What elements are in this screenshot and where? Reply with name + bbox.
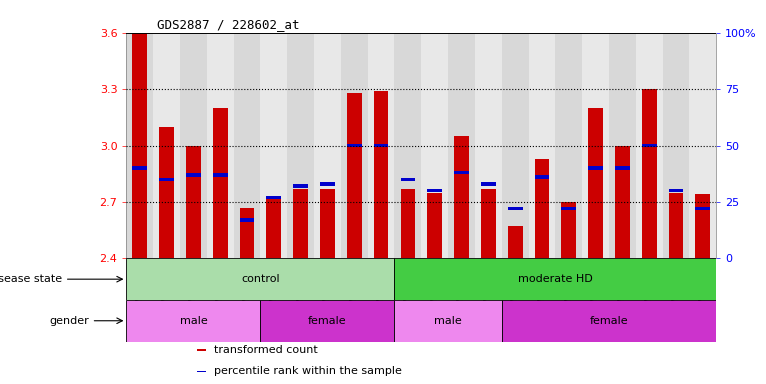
Bar [669,189,683,192]
Bar [663,33,689,258]
Bar [347,144,362,147]
Bar [314,33,341,258]
Bar [642,89,656,258]
Bar [555,33,582,258]
Bar [213,108,228,258]
Bar [240,208,254,258]
Bar [481,182,496,185]
Bar [615,146,630,258]
Bar [133,166,147,170]
Text: disease state: disease state [0,274,62,284]
Bar [394,300,502,341]
Bar [347,93,362,258]
Text: GDS2887 / 228602_at: GDS2887 / 228602_at [157,18,300,31]
Bar [481,189,496,258]
Bar [240,218,254,222]
Bar [260,33,287,258]
Bar [421,33,448,258]
Bar [508,207,522,210]
Bar [588,166,603,170]
Bar [454,136,469,258]
Bar [696,194,710,258]
Bar [267,196,281,199]
Bar [293,184,308,188]
Bar [394,258,716,300]
Bar [126,258,394,300]
Bar [320,189,335,258]
Bar [267,198,281,258]
Bar [153,33,180,258]
Text: female: female [308,316,347,326]
Bar [159,178,174,181]
Bar [454,171,469,174]
Bar [401,189,415,258]
Bar [696,207,710,210]
Text: female: female [590,316,628,326]
Bar [213,173,228,177]
Bar [636,33,663,258]
Bar [234,33,260,258]
Text: control: control [241,274,280,284]
Bar [197,371,205,372]
Text: moderate HD: moderate HD [518,274,593,284]
Bar [394,33,421,258]
Bar [293,189,308,258]
Bar [341,33,368,258]
Bar [615,166,630,170]
Bar [260,300,394,341]
Bar [508,227,522,258]
Bar [159,127,174,258]
Text: male: male [434,316,462,326]
Bar [186,173,201,177]
Bar [588,108,603,258]
Bar [448,33,475,258]
Bar [427,189,442,192]
Bar [368,33,394,258]
Bar [502,300,716,341]
Bar [609,33,636,258]
Bar [502,33,529,258]
Bar [582,33,609,258]
Bar [133,33,147,258]
Bar [561,207,576,210]
Bar [180,33,207,258]
Bar [126,300,260,341]
Bar [669,192,683,258]
Bar [529,33,555,258]
Text: percentile rank within the sample: percentile rank within the sample [214,366,401,376]
Bar [642,144,656,147]
Bar [427,192,442,258]
Bar [475,33,502,258]
Bar [374,91,388,258]
Text: gender: gender [49,316,89,326]
Bar [207,33,234,258]
Bar [374,144,388,147]
Bar [320,182,335,185]
Bar [401,178,415,181]
Bar [689,33,716,258]
Text: male: male [179,316,208,326]
Bar [535,175,549,179]
Bar [186,146,201,258]
Bar [535,159,549,258]
Bar [287,33,314,258]
Bar [561,202,576,258]
Bar [197,349,205,351]
Bar [126,33,153,258]
Text: transformed count: transformed count [214,345,317,355]
